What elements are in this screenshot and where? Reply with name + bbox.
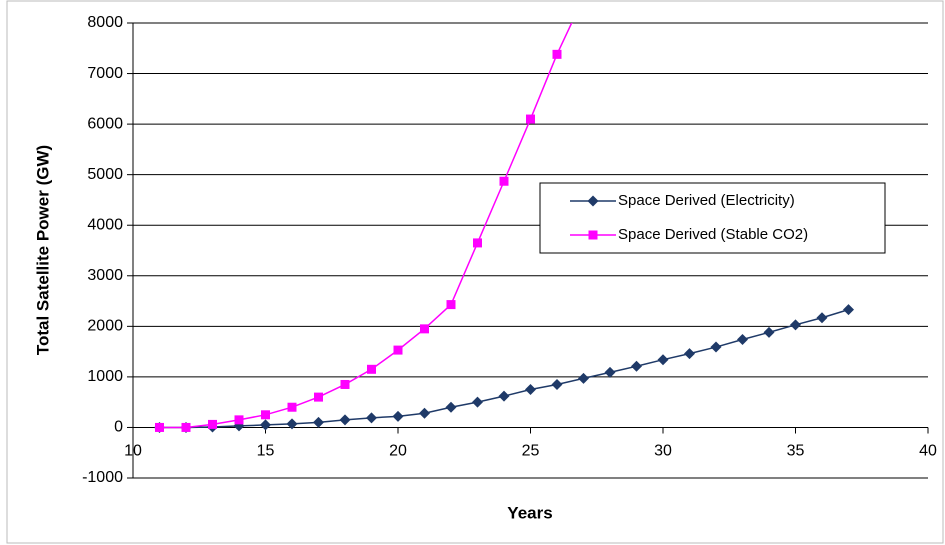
marker [604,366,616,378]
marker [287,402,297,412]
marker [763,326,775,338]
marker [313,416,324,428]
marker [446,300,456,310]
y-tick-label: 0 [114,419,123,436]
marker [657,354,669,366]
marker [737,333,748,345]
legend-box [539,182,886,254]
marker [526,114,535,124]
marker [525,384,536,396]
marker [392,410,404,422]
marker [339,414,351,426]
marker [710,341,722,353]
x-tick-label: 20 [389,443,407,460]
marker [551,378,563,390]
series-line [159,308,849,429]
series-line [159,23,573,429]
y-tick-label: 5000 [87,166,123,183]
x-tick-label: 15 [257,443,275,460]
marker [790,319,801,331]
marker [499,176,509,186]
x-tick-label: 40 [919,443,937,460]
plot-area [154,23,854,433]
marker [208,419,217,429]
marker [260,419,271,431]
chart-frame [6,0,944,544]
marker [366,412,377,424]
marker [552,49,562,59]
y-tick-label: -1000 [82,469,123,486]
marker [393,345,403,355]
y-tick-label: 7000 [87,65,123,82]
marker [578,372,589,384]
marker [816,312,828,324]
marker [472,396,483,408]
marker [420,324,429,334]
marker [684,348,695,360]
marker [588,230,598,240]
marker [234,415,244,425]
marker [367,364,376,374]
x-tick-label: 30 [654,443,672,460]
marker [155,422,164,432]
marker [587,195,599,207]
marker [473,238,482,248]
x-axis-title: Years [507,503,552,522]
marker [286,418,298,430]
y-tick-label: 3000 [87,267,123,284]
x-tick-label: 10 [124,443,142,460]
y-tick-label: 6000 [87,115,123,132]
marker [419,407,430,419]
x-tick-label: 35 [787,443,805,460]
legend: Space Derived (Electricity) Space Derived… [539,182,886,254]
y-tick-label: 8000 [87,14,123,31]
marker [445,401,457,413]
marker [181,422,191,432]
legend-label: Space Derived (Electricity) [618,192,795,209]
marker [261,410,270,420]
y-axis-title: Total Satellite Power (GW) [33,145,52,355]
x-tick-label: 25 [522,443,540,460]
marker [314,392,323,402]
y-tick-label: 2000 [87,318,123,335]
legend-label: Space Derived (Stable CO2) [618,226,808,243]
marker [340,379,350,389]
y-tick-label: 4000 [87,216,123,233]
grid: -1000 0 1000 2000 3000 4000 5000 6000 7000 8000 10… [82,14,937,486]
y-tick-label: 1000 [87,368,123,385]
marker [843,304,854,316]
marker [498,390,510,402]
marker [631,360,642,372]
